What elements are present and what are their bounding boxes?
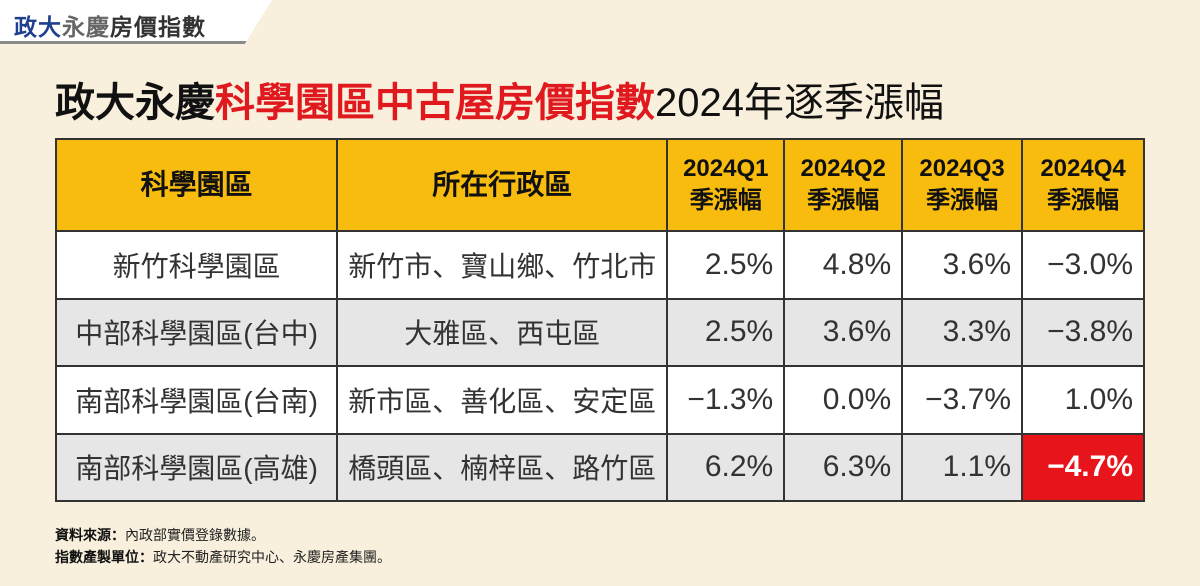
park-cell: 新竹科學園區 [54, 230, 339, 300]
price-index-table: 科學園區 所在行政區 2024Q1 季漲幅 2024Q2 季漲幅 2024Q3 季漲幅 2024… [54, 138, 1145, 502]
logo: 政大永慶房價指數 [14, 8, 206, 42]
table-row: 南部科學園區(高雄) 橋頭區、楠梓區、路竹區 6.2% 6.3% 1.1% −4.7% [54, 432, 1145, 502]
table-row: 新竹科學園區 新竹市、寶山鄉、竹北市 2.5% 4.8% 3.6% −3.0% [54, 230, 1145, 300]
title-highlight: 科學園區中古屋房價指數 [215, 81, 655, 125]
value-cell: −1.3% [666, 365, 786, 435]
park-cell: 南部科學園區(台南) [54, 365, 339, 435]
header-line: 2024Q3 [919, 155, 1005, 182]
header-line: 2024Q4 [1040, 155, 1126, 182]
logo-text: 房價指數 [110, 14, 206, 40]
district-cell: 新市區、善化區、安定區 [336, 365, 669, 435]
logo-text: 永慶 [62, 14, 110, 40]
table-row: 南部科學園區(台南) 新市區、善化區、安定區 −1.3% 0.0% −3.7% 1.0% [54, 365, 1145, 435]
value-cell: −4.7% [1021, 432, 1145, 502]
value-cell: 1.1% [901, 432, 1024, 502]
column-header: 2024Q4 季漲幅 [1021, 138, 1145, 232]
column-header: 2024Q2 季漲幅 [783, 138, 904, 232]
title-part: 2024年逐季漲幅 [655, 81, 944, 125]
column-header: 2024Q1 季漲幅 [666, 138, 786, 232]
park-cell: 中部科學園區(台中) [54, 297, 339, 367]
value-cell: 3.6% [783, 297, 904, 367]
value-cell: −3.7% [901, 365, 1024, 435]
title-part: 政大永慶 [55, 81, 215, 125]
value-cell: 6.3% [783, 432, 904, 502]
source-label: 資料來源： [55, 527, 125, 543]
maker-note: 指數產製單位：政大不動產研究中心、永慶房產集團。 [55, 546, 391, 568]
column-header: 所在行政區 [336, 138, 669, 232]
value-cell: 2.5% [666, 230, 786, 300]
maker-text: 政大不動產研究中心、永慶房產集團。 [153, 549, 391, 565]
table-row: 中部科學園區(台中) 大雅區、西屯區 2.5% 3.6% 3.3% −3.8% [54, 297, 1145, 367]
value-cell: 3.6% [901, 230, 1024, 300]
header-line: 所在行政區 [432, 169, 573, 200]
header-line: 2024Q2 [800, 155, 886, 182]
value-cell: 2.5% [666, 297, 786, 367]
value-cell: 0.0% [783, 365, 904, 435]
footer-notes: 資料來源：內政部實價登錄數據。 指數產製單位：政大不動產研究中心、永慶房產集團。 [55, 524, 391, 568]
header-line: 季漲幅 [807, 187, 880, 214]
header-line: 季漲幅 [926, 187, 999, 214]
value-cell: 6.2% [666, 432, 786, 502]
header-line: 科學園區 [140, 169, 253, 200]
value-cell: 1.0% [1021, 365, 1145, 435]
header-line: 2024Q1 [683, 155, 769, 182]
maker-label: 指數產製單位： [55, 549, 153, 565]
source-note: 資料來源：內政部實價登錄數據。 [55, 524, 391, 546]
value-cell: −3.0% [1021, 230, 1145, 300]
value-cell: 4.8% [783, 230, 904, 300]
logo-banner: 政大永慶房價指數 [0, 0, 272, 44]
column-header: 科學園區 [54, 138, 339, 232]
district-cell: 大雅區、西屯區 [336, 297, 669, 367]
district-cell: 新竹市、寶山鄉、竹北市 [336, 230, 669, 300]
park-cell: 南部科學園區(高雄) [54, 432, 339, 502]
value-cell: −3.8% [1021, 297, 1145, 367]
source-text: 內政部實價登錄數據。 [125, 527, 265, 543]
page-title: 政大永慶科學園區中古屋房價指數2024年逐季漲幅 [55, 70, 944, 128]
logo-text: 政大 [14, 14, 62, 40]
header-line: 季漲幅 [689, 187, 762, 214]
header-line: 季漲幅 [1047, 187, 1120, 214]
header-row: 科學園區 所在行政區 2024Q1 季漲幅 2024Q2 季漲幅 2024Q3 季漲幅 2024… [54, 138, 1145, 232]
column-header: 2024Q3 季漲幅 [901, 138, 1024, 232]
district-cell: 橋頭區、楠梓區、路竹區 [336, 432, 669, 502]
value-cell: 3.3% [901, 297, 1024, 367]
